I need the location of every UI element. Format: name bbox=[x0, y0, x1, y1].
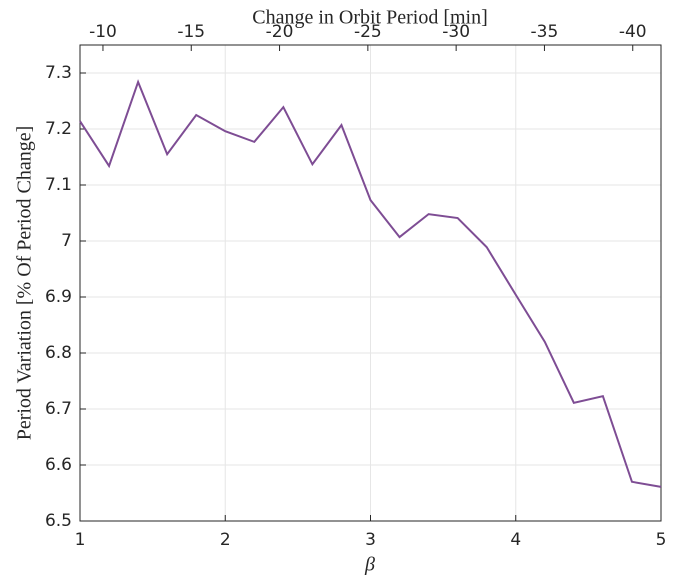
y-tick-label: 7.2 bbox=[45, 119, 72, 139]
y-axis-label: Period Variation [% Of Period Change] bbox=[14, 126, 36, 441]
x-tick-label: 4 bbox=[510, 530, 521, 550]
top-tick-label: -40 bbox=[619, 22, 647, 42]
y-tick-label: 7 bbox=[61, 231, 72, 251]
data-line bbox=[79, 79, 662, 488]
y-tick-label: 6.8 bbox=[45, 343, 72, 363]
top-tick-label: -10 bbox=[89, 22, 117, 42]
top-tick-label: -25 bbox=[354, 22, 382, 42]
y-tick-label: 6.6 bbox=[45, 455, 72, 475]
x-tick-label: 3 bbox=[365, 530, 376, 550]
y-tick-label: 6.7 bbox=[45, 399, 72, 419]
plot-frame bbox=[79, 44, 662, 522]
top-tick-label: -35 bbox=[531, 22, 559, 42]
x-tick-label: 2 bbox=[220, 530, 231, 550]
y-tick-label: 6.5 bbox=[45, 511, 72, 531]
x-tick-label: 5 bbox=[656, 530, 667, 550]
x-axis-label: β bbox=[364, 554, 375, 576]
y-tick-label: 7.1 bbox=[45, 175, 72, 195]
top-tick-label: -15 bbox=[177, 22, 205, 42]
y-tick-label: 6.9 bbox=[45, 287, 72, 307]
top-tick-label: -30 bbox=[442, 22, 470, 42]
top-axis-label: Change in Orbit Period [min] bbox=[252, 7, 488, 29]
x-tick-label: 1 bbox=[75, 530, 86, 550]
top-tick-label: -20 bbox=[266, 22, 294, 42]
y-tick-label: 7.3 bbox=[45, 63, 72, 83]
